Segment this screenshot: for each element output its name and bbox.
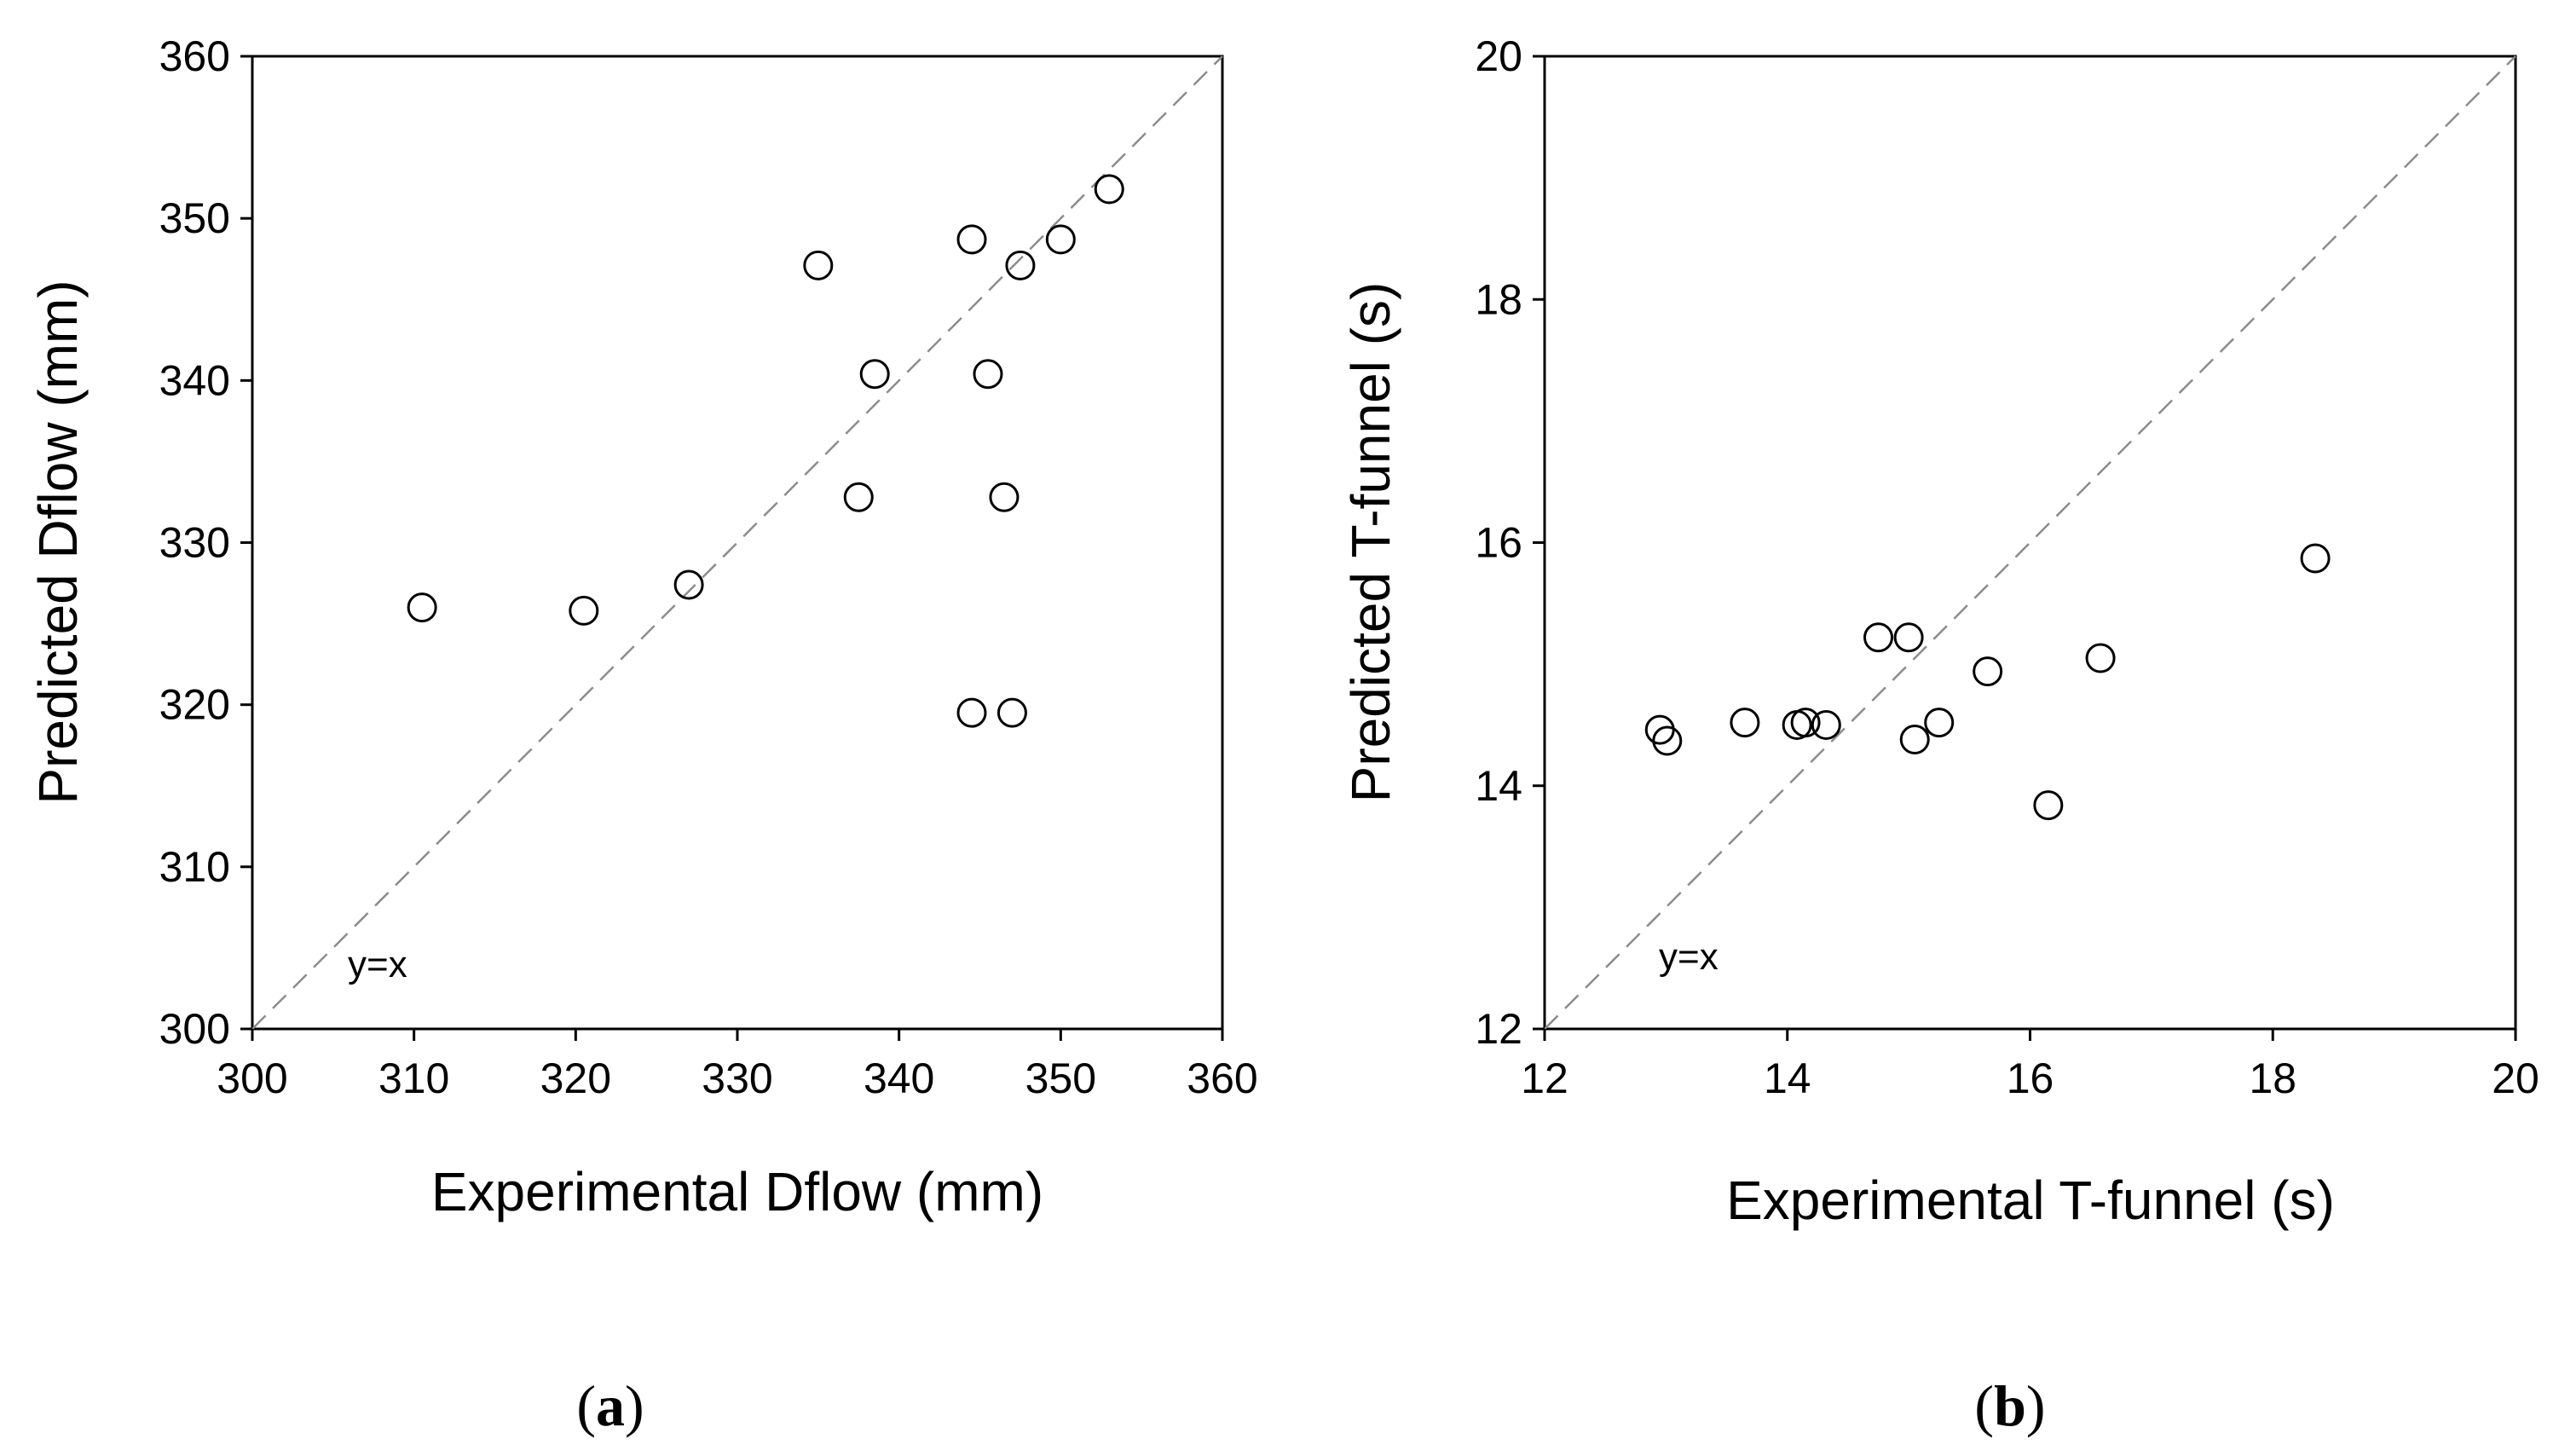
x-tick-label-a-4: 340	[864, 1054, 934, 1102]
x-tick-label-b-2: 16	[2007, 1054, 2054, 1102]
x-tick-label-b-0: 12	[1521, 1054, 1568, 1102]
data-point-a-8	[973, 359, 1003, 390]
reference-line-a	[251, 55, 1223, 1030]
y-tick-label-b-2: 16	[1475, 519, 1522, 567]
y-tick-label-a-4: 340	[159, 356, 230, 404]
y-tick-label-b-4: 20	[1475, 32, 1522, 80]
y-tick-label-a-3: 330	[159, 519, 230, 567]
x-axis-title-b: Experimental T-funnel (s)	[1726, 1170, 2335, 1231]
y-tick-label-b-0: 12	[1475, 1005, 1522, 1053]
y-axis-title-b: Predicted T-funnel (s)	[1340, 282, 1401, 803]
panel-b: 12 14 16 18 20 12 14 16 18 20 y=x Experimental T-…	[1340, 32, 2539, 1438]
data-point-a-3	[803, 250, 834, 280]
panel-label-a: (a)	[576, 1373, 644, 1438]
data-point-a-7	[956, 697, 987, 728]
panel-label-b: (b)	[1974, 1373, 2045, 1438]
data-point-a-4	[843, 482, 874, 512]
panel-letter-b: b	[1994, 1373, 2026, 1438]
data-point-b-5	[1811, 709, 1841, 740]
data-point-b-12	[2085, 643, 2116, 673]
data-point-b-9	[1924, 708, 1955, 738]
annotation-a: y=x	[348, 944, 407, 985]
data-point-b-8	[1899, 725, 1930, 755]
x-tick-label-a-6: 360	[1187, 1054, 1257, 1102]
data-point-b-6	[1863, 622, 1894, 653]
data-point-a-2	[673, 569, 704, 600]
data-point-a-6	[956, 224, 987, 255]
x-tick-label-b-1: 14	[1764, 1054, 1811, 1102]
data-point-a-0	[407, 592, 437, 623]
data-point-b-11	[2033, 790, 2064, 821]
data-point-a-9	[989, 482, 1020, 512]
data-point-a-5	[859, 359, 890, 390]
x-tick-label-a-3: 330	[702, 1054, 772, 1102]
data-point-b-10	[1973, 656, 2003, 687]
data-point-b-7	[1893, 622, 1924, 653]
y-tick-label-a-2: 320	[159, 681, 230, 729]
annotation-b: y=x	[1659, 936, 1719, 978]
data-point-a-12	[1045, 224, 1076, 255]
data-point-a-1	[569, 595, 599, 626]
x-tick-label-a-0: 300	[217, 1054, 287, 1102]
y-tick-label-a-1: 310	[159, 843, 230, 891]
y-tick-label-b-1: 14	[1475, 762, 1522, 810]
y-tick-label-a-0: 300	[159, 1005, 230, 1053]
x-tick-label-b-4: 20	[2492, 1054, 2539, 1102]
reference-line-b	[1544, 55, 2516, 1030]
y-tick-label-a-5: 350	[159, 194, 230, 242]
x-tick-label-a-2: 320	[540, 1054, 611, 1102]
data-point-b-1	[1652, 725, 1683, 756]
x-tick-label-a-1: 310	[378, 1054, 449, 1102]
x-tick-label-b-3: 18	[2249, 1054, 2296, 1102]
data-point-b-2	[1730, 708, 1760, 738]
data-point-b-4	[1790, 708, 1821, 738]
panel-letter-a: a	[596, 1373, 625, 1438]
x-tick-label-a-5: 350	[1025, 1054, 1096, 1102]
y-tick-label-b-3: 18	[1475, 275, 1522, 323]
data-point-a-10	[996, 697, 1027, 728]
y-tick-label-a-6: 360	[159, 32, 230, 80]
panel-a: 300 310 320 330 340 350 360 300 310 320 330 340 350 3…	[27, 32, 1258, 1438]
data-point-a-11	[1005, 250, 1036, 280]
data-point-a-13	[1094, 174, 1124, 205]
data-point-b-13	[2300, 543, 2331, 574]
y-axis-title-a: Predicted Dflow (mm)	[27, 280, 89, 804]
x-axis-title-a: Experimental Dflow (mm)	[431, 1161, 1043, 1222]
